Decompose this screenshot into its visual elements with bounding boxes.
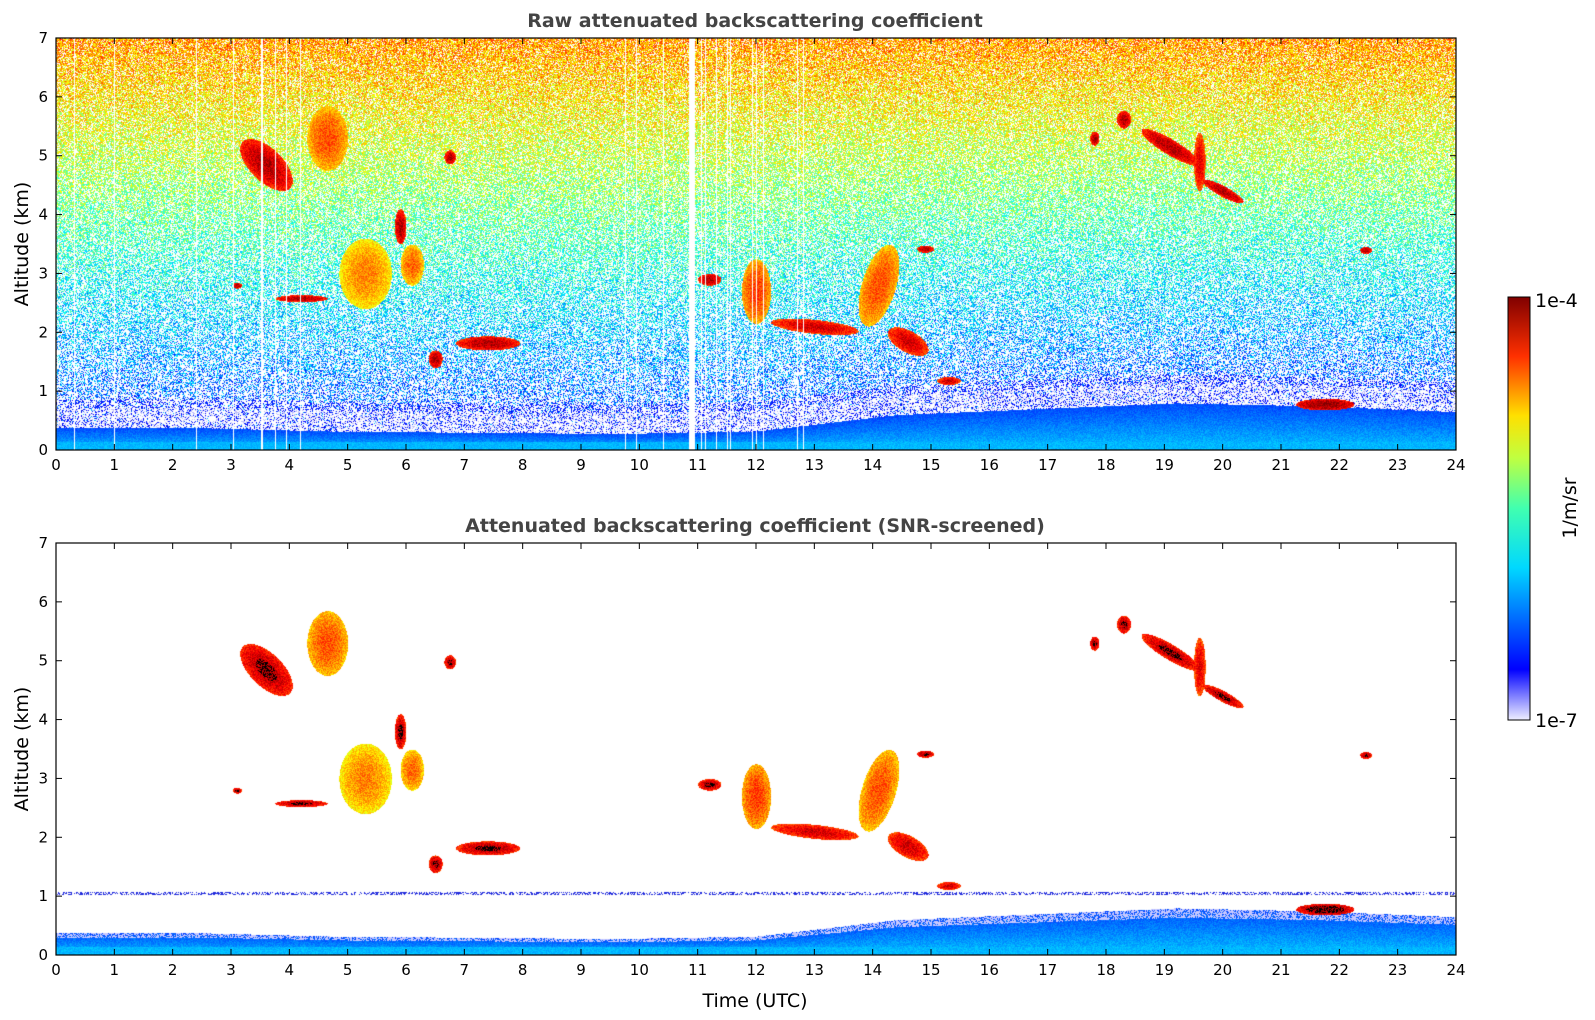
xtick-label: 0: [51, 456, 61, 474]
xtick-label: 18: [1096, 961, 1115, 979]
xtick-label: 3: [226, 961, 236, 979]
xtick-label: 17: [1038, 456, 1057, 474]
xtick-label: 5: [343, 961, 353, 979]
panel1-heatmap: [56, 38, 1456, 450]
xtick-label: 3: [226, 456, 236, 474]
xtick-label: 11: [688, 961, 707, 979]
xtick-label: 6: [401, 961, 411, 979]
panel2-plot: [55, 542, 1457, 956]
xtick-label: 20: [1213, 456, 1232, 474]
xtick-label: 21: [1271, 961, 1290, 979]
colorbar: 1e-4 1e-7 1/m/sr: [1507, 290, 1581, 732]
panel2-title: Attenuated backscattering coefficient (S…: [465, 515, 1045, 537]
ytick-label: 4: [38, 206, 48, 224]
ytick-label: 1: [38, 382, 48, 400]
ytick-label: 6: [38, 88, 48, 106]
ytick-label: 7: [38, 29, 48, 47]
panel1-title: Raw attenuated backscattering coefficien…: [527, 10, 983, 32]
xtick-label: 19: [1155, 961, 1174, 979]
xtick-label: 4: [285, 456, 295, 474]
xtick-label: 21: [1271, 456, 1290, 474]
panel1-plot: [55, 37, 1457, 451]
xtick-label: 24: [1446, 961, 1465, 979]
xtick-label: 16: [980, 961, 999, 979]
ytick-label: 1: [38, 887, 48, 905]
colorbar-gradient: [1507, 296, 1531, 721]
xtick-label: 22: [1330, 961, 1349, 979]
ytick-label: 0: [38, 441, 48, 459]
panel2-axes: 0 1 2 3 4 5 6 7 8 9 10 11 12 13 14 15 16 17 18 19 20 21 22 23 24…: [38, 534, 1465, 979]
xtick-label: 12: [746, 456, 765, 474]
xtick-label: 13: [805, 456, 824, 474]
xtick-label: 8: [518, 456, 528, 474]
xtick-label: 0: [51, 961, 61, 979]
xtick-label: 22: [1330, 456, 1349, 474]
xtick-label: 23: [1388, 456, 1407, 474]
xtick-label: 14: [863, 961, 882, 979]
xtick-label: 9: [576, 456, 586, 474]
ytick-label: 2: [38, 323, 48, 341]
colorbar-min-label: 1e-7: [1535, 710, 1578, 732]
panel2-ylabel: Altitude (km): [11, 687, 33, 812]
xtick-label: 24: [1446, 456, 1465, 474]
ytick-label: 5: [38, 147, 48, 165]
xtick-label: 2: [168, 961, 178, 979]
xtick-label: 7: [460, 456, 470, 474]
xtick-label: 9: [576, 961, 586, 979]
xtick-label: 5: [343, 456, 353, 474]
xtick-label: 12: [746, 961, 765, 979]
xtick-label: 8: [518, 961, 528, 979]
panel1-ylabel: Altitude (km): [11, 182, 33, 307]
xtick-label: 17: [1038, 961, 1057, 979]
xtick-label: 1: [110, 961, 120, 979]
xtick-label: 15: [921, 456, 940, 474]
xtick-label: 10: [630, 456, 649, 474]
ytick-label: 6: [38, 593, 48, 611]
colorbar-units-label: 1/m/sr: [1559, 477, 1581, 538]
xtick-label: 2: [168, 456, 178, 474]
colorbar-max-label: 1e-4: [1535, 290, 1578, 312]
xtick-label: 19: [1155, 456, 1174, 474]
xtick-label: 14: [863, 456, 882, 474]
ytick-label: 0: [38, 946, 48, 964]
xtick-label: 20: [1213, 961, 1232, 979]
xtick-label: 15: [921, 961, 940, 979]
xtick-label: 6: [401, 456, 411, 474]
xtick-label: 1: [110, 456, 120, 474]
xtick-label: 7: [460, 961, 470, 979]
ytick-label: 3: [38, 264, 48, 282]
xtick-label: 16: [980, 456, 999, 474]
panel1-axes: 0 1 2 3 4 5 6 7 8 9 10 11 12 13 14 15 16 17 18 19 20 21 22 23 24…: [38, 29, 1465, 474]
xtick-label: 13: [805, 961, 824, 979]
panel2-xlabel: Time (UTC): [701, 990, 807, 1012]
ytick-label: 5: [38, 652, 48, 670]
xtick-label: 11: [688, 456, 707, 474]
xtick-label: 23: [1388, 961, 1407, 979]
ytick-label: 2: [38, 828, 48, 846]
xtick-label: 10: [630, 961, 649, 979]
xtick-label: 4: [285, 961, 295, 979]
xtick-label: 18: [1096, 456, 1115, 474]
ytick-label: 4: [38, 711, 48, 729]
ytick-label: 3: [38, 769, 48, 787]
panel2-heatmap: [56, 543, 1456, 955]
ytick-label: 7: [38, 534, 48, 552]
